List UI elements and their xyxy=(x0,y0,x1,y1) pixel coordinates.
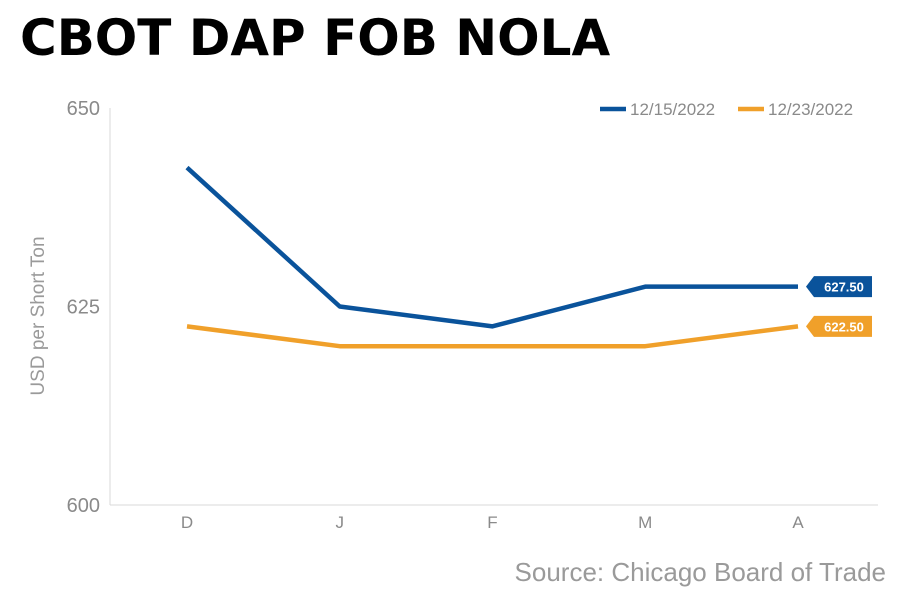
legend: 12/15/2022 12/23/2022 xyxy=(600,100,853,119)
y-tick-label: 600 xyxy=(67,495,100,517)
x-tick-label: M xyxy=(638,513,652,532)
legend-label: 12/15/2022 xyxy=(630,100,715,119)
end-label: 627.50 xyxy=(824,280,864,295)
x-tick-label: J xyxy=(336,513,345,532)
series-line xyxy=(186,324,799,349)
x-tick-label: F xyxy=(487,513,497,532)
y-tick-labels: 600 625 650 xyxy=(67,98,100,517)
series-line xyxy=(185,165,798,329)
legend-label: 12/23/2022 xyxy=(768,100,853,119)
y-axis-label: USD per Short Ton xyxy=(28,236,49,395)
end-label: 622.50 xyxy=(824,319,864,334)
source-note: Source: Chicago Board of Trade xyxy=(514,557,886,587)
end-label-tag xyxy=(806,315,872,337)
y-tick-label: 625 xyxy=(67,297,100,319)
x-tick-label: A xyxy=(792,513,804,532)
y-tick-label: 650 xyxy=(67,98,100,120)
chart-title: CBOT DAP FOB NOLA xyxy=(20,9,611,67)
x-tick-label: D xyxy=(181,513,193,532)
end-labels: 627.50 622.50 xyxy=(806,276,872,337)
series-lines xyxy=(185,165,799,349)
end-label-tag xyxy=(806,276,872,298)
